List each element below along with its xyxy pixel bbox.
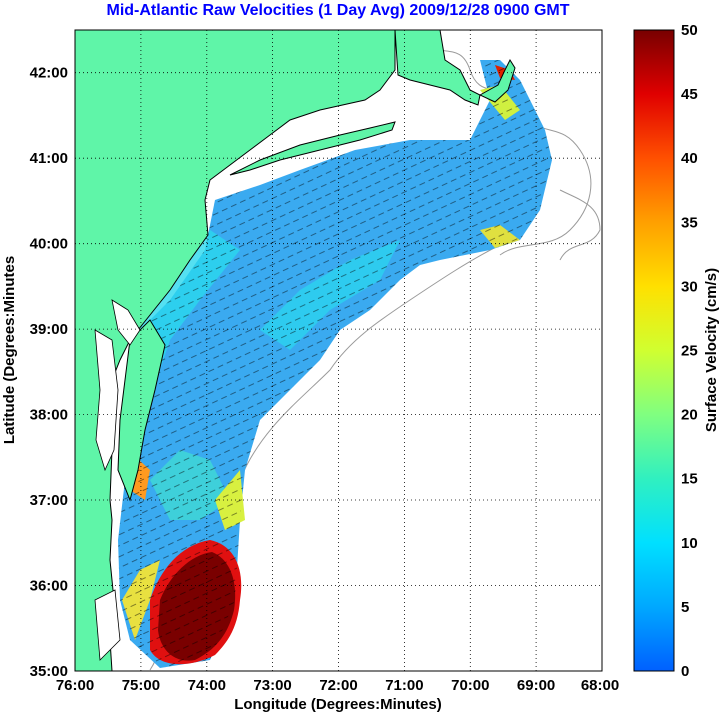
y-tick-label: 36:00 bbox=[30, 578, 68, 595]
x-tick-label: 69:00 bbox=[517, 677, 555, 694]
velocity-vectors bbox=[118, 60, 552, 668]
colorbar-tick-label: 50 bbox=[681, 22, 698, 39]
y-tick-label: 39:00 bbox=[30, 321, 68, 338]
x-tick-label: 68:00 bbox=[581, 677, 619, 694]
pamlico-sound bbox=[94, 589, 121, 661]
velocity-field bbox=[118, 60, 552, 668]
map-plot-area bbox=[75, 30, 602, 671]
x-axis-label: Longitude (Degrees:Minutes) bbox=[234, 696, 442, 713]
colorbar-tick-label: 40 bbox=[681, 150, 698, 167]
land-mainland bbox=[75, 30, 396, 671]
map-frame bbox=[74, 29, 603, 672]
x-tick-label: 72:00 bbox=[319, 677, 357, 694]
y-tick-label: 40:00 bbox=[30, 236, 68, 253]
colorbar: 0 5 10 15 20 25 30 35 40 45 50 Surface V… bbox=[633, 22, 720, 680]
colorbar-tick-label: 20 bbox=[681, 407, 698, 424]
colorbar-tick-label: 15 bbox=[681, 471, 698, 488]
x-tick-label: 74:00 bbox=[188, 677, 226, 694]
map-title: Mid-Atlantic Raw Velocities (1 Day Avg) … bbox=[107, 2, 570, 19]
x-tick-label: 71:00 bbox=[385, 677, 423, 694]
colorbar-tick-label: 25 bbox=[681, 343, 698, 360]
y-tick-labels: 35:00 36:00 37:00 38:00 39:00 40:00 41:0… bbox=[30, 65, 68, 680]
x-tick-labels: 76:00 75:00 74:00 73:00 72:00 71:00 70:0… bbox=[56, 677, 619, 694]
land-cape-cod-hook bbox=[478, 58, 516, 103]
land-long-island bbox=[229, 121, 396, 176]
y-axis-label: Latitude (Degrees:Minutes bbox=[1, 256, 18, 444]
colorbar-tick-label: 5 bbox=[681, 599, 689, 616]
colorbar-tick-label: 35 bbox=[681, 214, 698, 231]
coast-inlets bbox=[94, 299, 141, 661]
chesapeake-bay bbox=[94, 329, 119, 472]
grid-lines bbox=[75, 30, 602, 671]
x-tick-label: 70:00 bbox=[451, 677, 489, 694]
y-tick-label: 35:00 bbox=[30, 663, 68, 680]
colorbar-label: Surface Velocity (cm/s) bbox=[703, 268, 720, 432]
land-delmarva bbox=[117, 319, 166, 502]
land bbox=[75, 30, 516, 671]
colorbar-tick-label: 0 bbox=[681, 663, 689, 680]
y-tick-label: 41:00 bbox=[30, 150, 68, 167]
x-tick-label: 73:00 bbox=[253, 677, 291, 694]
colorbar-ramp bbox=[633, 29, 675, 672]
y-tick-label: 38:00 bbox=[30, 407, 68, 424]
colorbar-tick-label: 10 bbox=[681, 535, 698, 552]
colorbar-tick-label: 30 bbox=[681, 278, 698, 295]
delaware-bay bbox=[111, 299, 141, 346]
y-tick-label: 37:00 bbox=[30, 492, 68, 509]
x-tick-label: 76:00 bbox=[56, 677, 94, 694]
colorbar-tick-label: 45 bbox=[681, 86, 698, 103]
colorbar-tick-labels: 0 5 10 15 20 25 30 35 40 45 50 bbox=[681, 22, 698, 680]
x-tick-label: 75:00 bbox=[122, 677, 160, 694]
land-cape-cod bbox=[394, 30, 481, 106]
y-tick-label: 42:00 bbox=[30, 65, 68, 82]
